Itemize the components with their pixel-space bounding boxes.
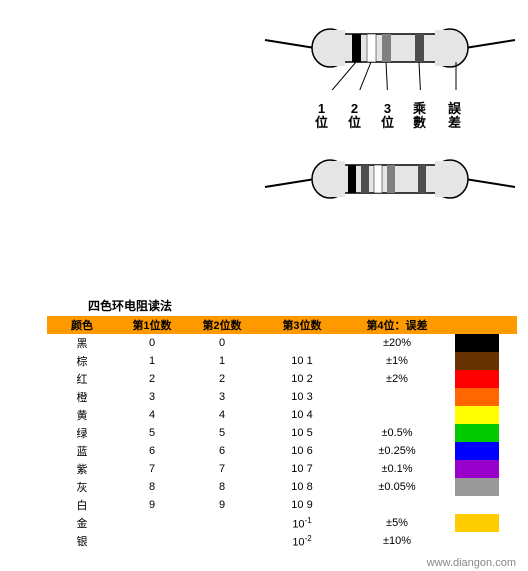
header-d1: 第1位数 — [117, 317, 187, 333]
cell-d3: 10 4 — [257, 409, 347, 421]
cell-tolerance: ±1% — [347, 355, 447, 367]
cell-d3: 10 6 — [257, 445, 347, 457]
table-row: 红2210 2±2% — [47, 370, 517, 388]
table-row: 银 10-2±10% — [47, 532, 517, 550]
header-d3: 第3位数 — [257, 317, 347, 333]
cell-d2: 0 — [187, 337, 257, 349]
cell-d3: 10 2 — [257, 373, 347, 385]
color-swatch — [455, 388, 499, 406]
band-label-mult: 乘數 — [413, 102, 426, 131]
cell-tolerance: ±10% — [347, 535, 447, 547]
cell-d1: 0 — [117, 337, 187, 349]
cell-color-name: 银 — [47, 533, 117, 549]
color-code-table: 颜色 第1位数 第2位数 第3位数 第4位：误差 黑00±20%棕1110 1±… — [47, 316, 517, 550]
cell-d3: 10 9 — [257, 499, 347, 511]
cell-d2: 2 — [187, 373, 257, 385]
resistor-top — [260, 10, 520, 90]
cell-d3: 10 3 — [257, 391, 347, 403]
cell-color-name: 黄 — [47, 407, 117, 423]
cell-d3: 10 5 — [257, 427, 347, 439]
cell-color-name: 蓝 — [47, 443, 117, 459]
cell-color-name: 橙 — [47, 389, 117, 405]
cell-color-name: 白 — [47, 497, 117, 513]
cell-d1: 2 — [117, 373, 187, 385]
color-swatch — [455, 514, 499, 532]
cell-color-name: 黑 — [47, 335, 117, 351]
resistor-bottom — [260, 145, 520, 225]
cell-d1: 4 — [117, 409, 187, 421]
table-row: 蓝6610 6±0.25% — [47, 442, 517, 460]
header-d2: 第2位数 — [187, 317, 257, 333]
color-swatch — [455, 532, 499, 550]
color-swatch — [455, 460, 499, 478]
table-row: 棕1110 1±1% — [47, 352, 517, 370]
table-row: 黄4410 4 — [47, 406, 517, 424]
cell-d2: 1 — [187, 355, 257, 367]
cell-tolerance: ±0.1% — [347, 463, 447, 475]
color-swatch — [455, 334, 499, 352]
cell-d3: 10 7 — [257, 463, 347, 475]
cell-d3: 10-1 — [257, 516, 347, 531]
table-row: 白9910 9 — [47, 496, 517, 514]
color-swatch — [455, 406, 499, 424]
cell-d3: 10 1 — [257, 355, 347, 367]
cell-d2: 6 — [187, 445, 257, 457]
cell-d1: 9 — [117, 499, 187, 511]
cell-tolerance: ±0.25% — [347, 445, 447, 457]
cell-color-name: 灰 — [47, 479, 117, 495]
table-row: 灰8810 8±0.05% — [47, 478, 517, 496]
cell-color-name: 金 — [47, 515, 117, 531]
color-swatch — [455, 478, 499, 496]
cell-d3: 10-2 — [257, 534, 347, 549]
header-tol: 第4位：误差 — [347, 317, 447, 333]
cell-color-name: 红 — [47, 371, 117, 387]
cell-color-name: 紫 — [47, 461, 117, 477]
cell-d2: 5 — [187, 427, 257, 439]
table-row: 橙3310 3 — [47, 388, 517, 406]
cell-tolerance: ±20% — [347, 337, 447, 349]
table-row: 绿5510 5±0.5% — [47, 424, 517, 442]
cell-color-name: 棕 — [47, 353, 117, 369]
color-swatch — [455, 424, 499, 442]
band-label-1: 1位 — [315, 102, 328, 131]
resistor-diagram: 1位 2位 3位 乘數 誤差 — [260, 10, 520, 290]
table-row: 黑00±20% — [47, 334, 517, 352]
cell-d2: 3 — [187, 391, 257, 403]
cell-tolerance: ±0.5% — [347, 427, 447, 439]
color-swatch — [455, 352, 499, 370]
band-label-tol: 誤差 — [448, 102, 461, 131]
cell-tolerance: ±2% — [347, 373, 447, 385]
table-row: 金 10-1±5% — [47, 514, 517, 532]
cell-d1: 6 — [117, 445, 187, 457]
table-header: 颜色 第1位数 第2位数 第3位数 第4位：误差 — [47, 316, 517, 334]
cell-d1: 7 — [117, 463, 187, 475]
color-swatch — [455, 496, 499, 514]
table-title: 四色环电阻读法 — [88, 297, 172, 314]
cell-d2: 9 — [187, 499, 257, 511]
cell-d2: 8 — [187, 481, 257, 493]
table-row: 紫7710 7±0.1% — [47, 460, 517, 478]
cell-d2: 4 — [187, 409, 257, 421]
cell-d1: 3 — [117, 391, 187, 403]
cell-tolerance: ±5% — [347, 517, 447, 529]
cell-color-name: 绿 — [47, 425, 117, 441]
cell-d1: 8 — [117, 481, 187, 493]
cell-d2: 7 — [187, 463, 257, 475]
color-swatch — [455, 370, 499, 388]
band-label-3: 3位 — [381, 102, 394, 131]
cell-d1: 1 — [117, 355, 187, 367]
cell-tolerance: ±0.05% — [347, 481, 447, 493]
watermark: www.diangon.com — [427, 557, 516, 569]
color-swatch — [455, 442, 499, 460]
band-label-2: 2位 — [348, 102, 361, 131]
cell-d3: 10 8 — [257, 481, 347, 493]
cell-d1: 5 — [117, 427, 187, 439]
header-color: 颜色 — [47, 317, 117, 333]
